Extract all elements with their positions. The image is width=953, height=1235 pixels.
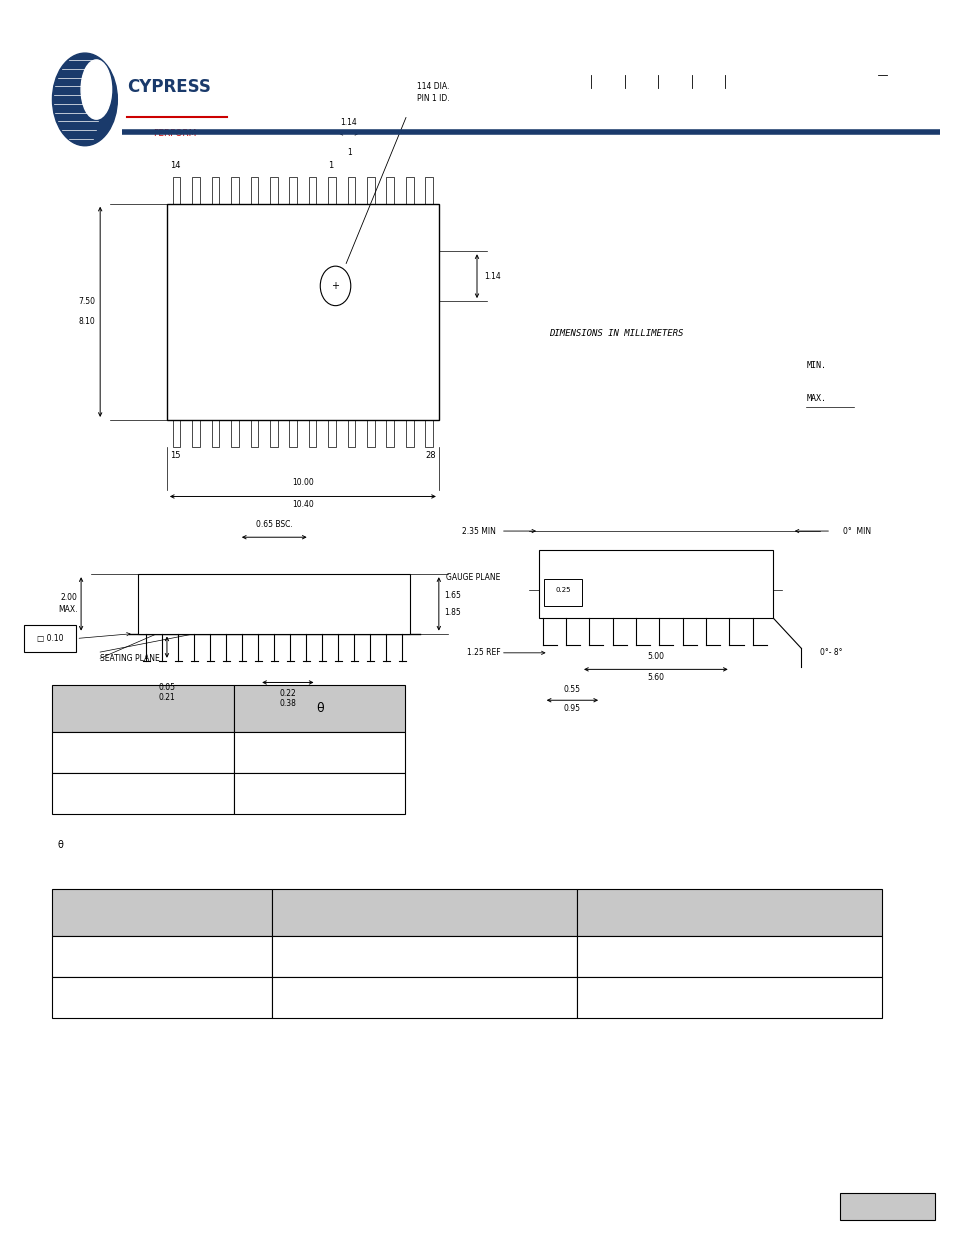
- Bar: [233, 732, 405, 773]
- Bar: [347, 420, 355, 447]
- Bar: [193, 177, 200, 204]
- Text: 0.21: 0.21: [158, 693, 175, 701]
- Bar: [251, 177, 258, 204]
- Text: 14: 14: [170, 162, 180, 170]
- Bar: [386, 420, 394, 447]
- Text: 1.25 REF: 1.25 REF: [467, 648, 500, 657]
- Ellipse shape: [52, 53, 117, 146]
- Bar: [328, 177, 335, 204]
- Text: +: +: [332, 280, 339, 291]
- Bar: [52, 732, 233, 773]
- Bar: [233, 773, 405, 814]
- Bar: [425, 177, 433, 204]
- Text: 10.40: 10.40: [292, 500, 314, 509]
- Bar: [24, 625, 76, 652]
- Text: 10.00: 10.00: [292, 478, 314, 487]
- Bar: [309, 177, 316, 204]
- Bar: [272, 936, 577, 977]
- Text: 2.35 MIN: 2.35 MIN: [461, 526, 496, 536]
- Text: 0°  MIN: 0° MIN: [841, 526, 870, 536]
- Bar: [270, 420, 277, 447]
- Bar: [839, 1193, 934, 1220]
- Text: 0.38: 0.38: [279, 699, 296, 708]
- Text: MAX.: MAX.: [58, 605, 77, 614]
- Text: 0.65 BSC.: 0.65 BSC.: [255, 520, 293, 529]
- Text: 7.50: 7.50: [78, 298, 95, 306]
- Bar: [212, 420, 219, 447]
- Text: 8.10: 8.10: [78, 317, 95, 326]
- Bar: [193, 420, 200, 447]
- Text: 0.05: 0.05: [158, 683, 175, 692]
- Bar: [172, 177, 180, 204]
- Bar: [543, 579, 581, 606]
- Bar: [577, 977, 882, 1018]
- Bar: [367, 177, 375, 204]
- Text: 1.85: 1.85: [444, 609, 461, 618]
- Bar: [425, 420, 433, 447]
- Bar: [289, 177, 296, 204]
- Bar: [386, 177, 394, 204]
- Ellipse shape: [81, 59, 112, 120]
- Bar: [405, 420, 413, 447]
- Text: CYPRESS: CYPRESS: [127, 78, 211, 96]
- Text: θ: θ: [315, 703, 323, 715]
- Bar: [577, 936, 882, 977]
- Text: 5.00: 5.00: [647, 652, 663, 661]
- Bar: [231, 420, 238, 447]
- Bar: [52, 936, 272, 977]
- Text: 0.25: 0.25: [555, 588, 570, 593]
- Bar: [138, 574, 410, 634]
- Bar: [233, 685, 405, 732]
- Bar: [270, 177, 277, 204]
- Text: 1.65: 1.65: [444, 590, 461, 599]
- Text: 0°- 8°: 0°- 8°: [820, 647, 842, 657]
- Bar: [52, 977, 272, 1018]
- Bar: [52, 773, 233, 814]
- Bar: [212, 177, 219, 204]
- Text: 5.60: 5.60: [647, 673, 663, 682]
- Text: 1: 1: [347, 148, 352, 157]
- Circle shape: [320, 267, 351, 305]
- Bar: [231, 177, 238, 204]
- Text: θ: θ: [57, 840, 63, 850]
- Text: 1.14: 1.14: [484, 272, 501, 280]
- Bar: [251, 420, 258, 447]
- Text: SEATING PLANE: SEATING PLANE: [100, 653, 160, 663]
- Text: PERFORM: PERFORM: [153, 130, 196, 138]
- Bar: [167, 204, 438, 420]
- Text: 0.55: 0.55: [563, 685, 580, 694]
- Bar: [272, 977, 577, 1018]
- Bar: [289, 420, 296, 447]
- Bar: [52, 685, 233, 732]
- Text: 15: 15: [170, 451, 180, 459]
- Bar: [347, 177, 355, 204]
- Bar: [309, 420, 316, 447]
- Text: 1: 1: [328, 162, 333, 170]
- Text: □ 0.10: □ 0.10: [37, 634, 64, 643]
- Text: 0.22: 0.22: [279, 689, 296, 698]
- Bar: [577, 889, 882, 936]
- Text: 28: 28: [425, 451, 436, 459]
- Text: MIN.: MIN.: [805, 362, 825, 370]
- Text: 2.00: 2.00: [60, 594, 77, 603]
- Text: MAX.: MAX.: [805, 394, 825, 403]
- Text: DIMENSIONS IN MILLIMETERS: DIMENSIONS IN MILLIMETERS: [548, 329, 682, 338]
- Bar: [328, 420, 335, 447]
- Bar: [272, 889, 577, 936]
- Bar: [52, 889, 272, 936]
- Text: 1.14: 1.14: [340, 119, 356, 127]
- Bar: [405, 177, 413, 204]
- Bar: [538, 550, 772, 618]
- Text: 114 DIA.
PIN 1 ID.: 114 DIA. PIN 1 ID.: [416, 83, 449, 103]
- Text: 0.95: 0.95: [563, 704, 580, 713]
- Bar: [367, 420, 375, 447]
- Text: GAUGE PLANE: GAUGE PLANE: [446, 573, 500, 583]
- Bar: [172, 420, 180, 447]
